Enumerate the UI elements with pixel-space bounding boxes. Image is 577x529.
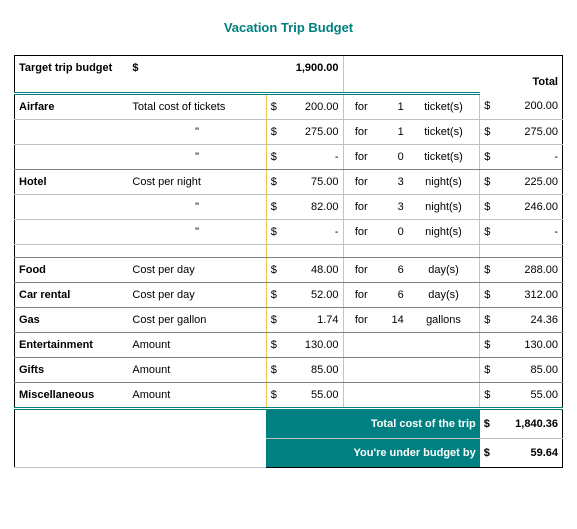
target-currency: $ — [128, 56, 266, 81]
airfare-row-1: Airfare Total cost of tickets $ 200.00 f… — [15, 94, 563, 120]
ent-row: Entertainment Amount $ 130.00 $ 130.00 — [15, 333, 563, 358]
airfare-row-2: " $ 275.00 for 1 ticket(s) $ 275.00 — [15, 120, 563, 145]
car-row: Car rental Cost per day $ 52.00 for 6 da… — [15, 283, 563, 308]
page-title: Vacation Trip Budget — [14, 20, 563, 35]
food-row: Food Cost per day $ 48.00 for 6 day(s) $… — [15, 258, 563, 283]
summary-under-label: You're under budget by — [266, 439, 479, 468]
hotel-row-2: " $ 82.00 for 3 night(s) $ 246.00 — [15, 195, 563, 220]
gifts-row: Gifts Amount $ 85.00 $ 85.00 — [15, 358, 563, 383]
airfare-label: Airfare — [15, 94, 129, 120]
misc-label: Miscellaneous — [15, 383, 129, 409]
gifts-label: Gifts — [15, 358, 129, 383]
target-amount: 1,900.00 — [266, 56, 343, 81]
hotel-label: Hotel — [15, 170, 129, 195]
gas-row: Gas Cost per gallon $ 1.74 for 14 gallon… — [15, 308, 563, 333]
budget-table: Target trip budget $ 1,900.00 Total Airf… — [14, 55, 563, 468]
airfare-row-3: " $ - for 0 ticket(s) $ - — [15, 145, 563, 170]
summary-total-value: 1,840.36 — [497, 409, 563, 439]
gas-label: Gas — [15, 308, 129, 333]
total-header: Total — [480, 56, 563, 94]
hotel-spacer — [15, 245, 563, 258]
target-row: Target trip budget $ 1,900.00 Total — [15, 56, 563, 81]
food-label: Food — [15, 258, 129, 283]
summary-total-label: Total cost of the trip — [266, 409, 479, 439]
airfare-desc: Total cost of tickets — [128, 94, 266, 120]
target-label: Target trip budget — [15, 56, 129, 81]
hotel-row-1: Hotel Cost per night $ 75.00 for 3 night… — [15, 170, 563, 195]
car-label: Car rental — [15, 283, 129, 308]
misc-row: Miscellaneous Amount $ 55.00 $ 55.00 — [15, 383, 563, 409]
hotel-row-3: " $ - for 0 night(s) $ - — [15, 220, 563, 245]
ent-label: Entertainment — [15, 333, 129, 358]
summary-under-value: 59.64 — [497, 439, 563, 468]
summary-total-row: Total cost of the trip $ 1,840.36 — [15, 409, 563, 439]
